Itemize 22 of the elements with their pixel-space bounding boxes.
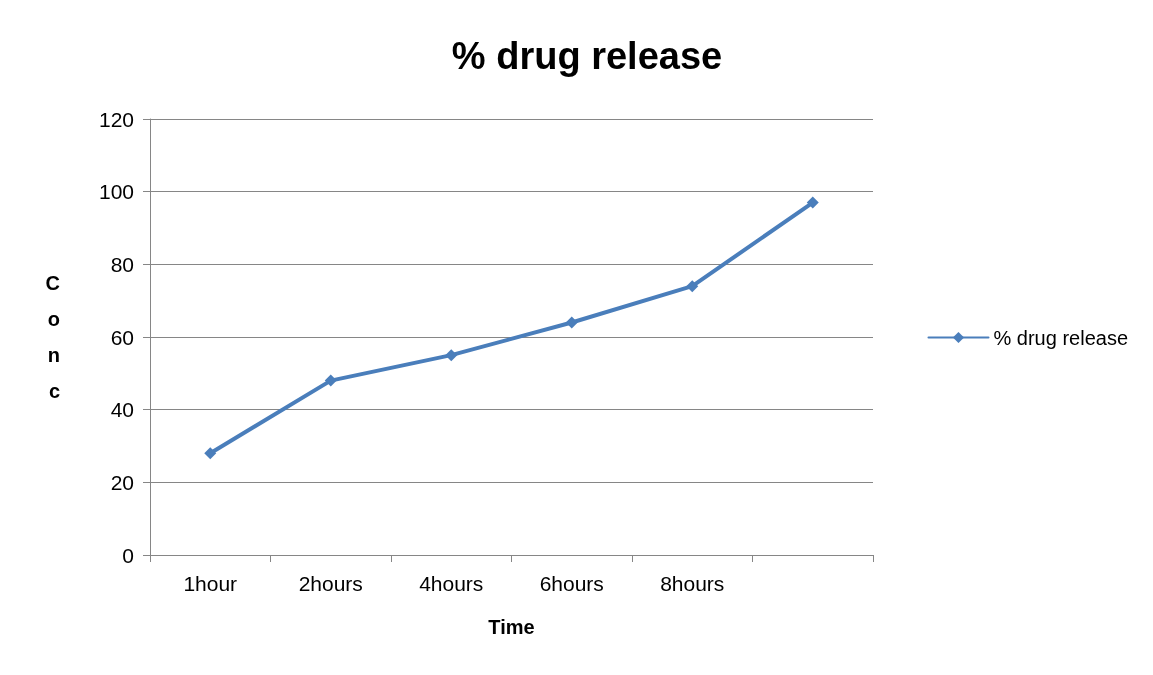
x-tick-label: 4hours [419,572,484,595]
point [445,349,458,362]
y-tick-label: 120 [98,107,134,131]
y-axis-title: Conc [45,272,60,402]
point [565,316,578,329]
y-tick-label: 80 [110,252,134,276]
y-tick-label: 20 [110,470,134,494]
point [686,280,699,293]
chart-title: % drug release [451,35,723,77]
x-axis-title: Time [488,616,535,638]
legend-label: % drug release [993,326,1129,349]
point [204,447,217,460]
x-tick-label: 1hour [183,572,238,595]
y-tick-label: 100 [98,180,134,204]
y-tick-label: 40 [110,398,134,422]
x-tick-label: 8hours [660,572,725,595]
y-tick-label: 60 [110,325,134,349]
y-tick-label: 0 [122,543,134,567]
point [806,196,819,209]
point [324,374,337,387]
x-tick-label: 6hours [539,572,604,595]
x-tick-label: 2hours [298,572,363,595]
